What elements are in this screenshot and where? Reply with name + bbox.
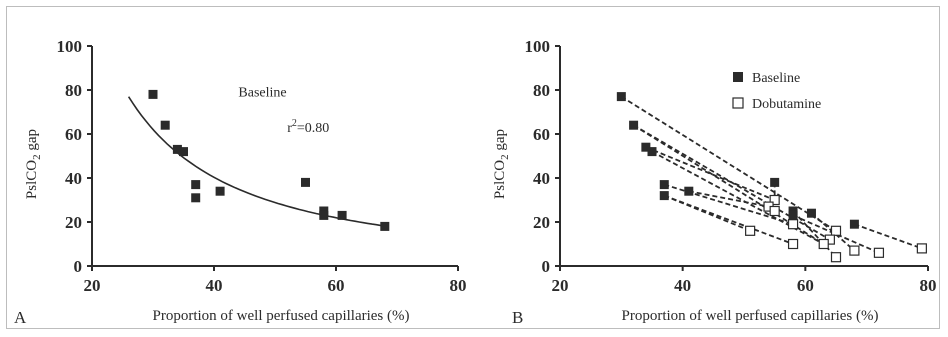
point-marker-baseline: [319, 210, 329, 220]
r-squared-superscript: 2: [292, 118, 297, 129]
panel-letter: B: [512, 308, 523, 327]
x-tick-label: 80: [920, 276, 937, 295]
x-tick-label: 20: [84, 276, 101, 295]
point-marker-dobutamine: [818, 238, 829, 250]
annotation-label: Baseline: [238, 86, 286, 101]
x-tick-label: 40: [206, 276, 223, 295]
point-marker-baseline: [172, 144, 182, 154]
point-marker-baseline: [849, 219, 859, 229]
y-tick-label: 80: [533, 81, 550, 100]
fit-curve: [127, 96, 385, 227]
y-tick-label: 80: [65, 81, 82, 100]
point-marker-baseline: [659, 180, 669, 190]
y-tick-label: 40: [533, 169, 550, 188]
point-marker-dobutamine: [830, 252, 842, 263]
point-marker-baseline: [301, 177, 310, 187]
x-axis-label: Proportion of well perfused capillaries …: [622, 308, 879, 324]
x-tick-label: 80: [450, 276, 467, 295]
pair-connector-line: [854, 223, 923, 250]
y-tick-label: 60: [533, 125, 550, 144]
panel-letter: A: [14, 308, 27, 327]
y-tick-label: 0: [74, 257, 83, 276]
point-marker-dobutamine: [916, 243, 927, 254]
pair-connector-line: [645, 146, 776, 201]
y-tick-label: 20: [533, 213, 550, 232]
point-marker-dobutamine: [787, 238, 799, 250]
point-marker-dobutamine: [769, 194, 780, 206]
point-marker-baseline: [806, 208, 816, 218]
point-marker-baseline: [191, 180, 201, 190]
x-tick-label: 60: [797, 276, 814, 295]
x-tick-label: 60: [328, 276, 345, 295]
y-tick-label: 60: [65, 125, 82, 144]
pair-connector-line: [651, 150, 825, 245]
point-marker-baseline: [160, 120, 170, 130]
y-tick-label: 100: [57, 37, 83, 56]
y-axis-label-subscript: 2: [499, 154, 511, 160]
point-marker-baseline: [770, 177, 780, 187]
point-marker-dobutamine: [849, 245, 860, 256]
point-marker-baseline: [684, 186, 694, 196]
legend-marker: [732, 97, 744, 109]
point-marker-dobutamine: [830, 225, 842, 236]
pair-connector-line: [663, 194, 794, 245]
pair-connector-line: [620, 95, 837, 232]
point-marker-dobutamine: [745, 225, 756, 236]
x-axis-label: Proportion of well perfused capillaries …: [153, 308, 410, 324]
pair-connector-line: [792, 210, 837, 258]
point-marker-dobutamine: [787, 219, 799, 230]
pair-connector-line: [664, 183, 794, 226]
point-marker-baseline: [616, 92, 626, 102]
y-axis-label-main: PslCO: [492, 160, 508, 199]
legend-label: Baseline: [752, 71, 800, 86]
point-marker-baseline: [647, 147, 657, 157]
y-axis-label-main: PslCO: [24, 160, 40, 199]
point-marker-baseline: [179, 147, 188, 157]
figure-frame: [6, 6, 940, 329]
point-marker-dobutamine: [769, 205, 780, 217]
point-marker-baseline: [659, 191, 669, 201]
point-marker-baseline: [629, 120, 639, 130]
y-tick-label: 100: [525, 37, 551, 56]
point-marker-baseline: [337, 210, 347, 220]
y-tick-label: 0: [542, 257, 551, 276]
point-marker-baseline: [215, 186, 225, 196]
legend-marker: [733, 72, 743, 82]
point-marker-dobutamine: [873, 247, 885, 258]
legend-label: Dobutamine: [752, 97, 821, 112]
point-marker-baseline: [191, 193, 201, 203]
y-tick-label: 40: [65, 169, 82, 188]
r-squared-main: r: [287, 121, 292, 136]
point-marker-baseline: [148, 89, 158, 99]
y-axis-label-tail: gap: [24, 129, 40, 154]
r-squared-value: =0.80: [297, 121, 329, 136]
r-squared-label: r2=0.80: [287, 118, 329, 136]
x-tick-label: 20: [552, 276, 569, 295]
y-axis-label: PslCO2 gap: [492, 129, 511, 199]
y-axis-label: PslCO2 gap: [24, 129, 43, 199]
pair-connector-line: [688, 190, 769, 208]
y-axis-label-subscript: 2: [31, 154, 43, 160]
point-marker-baseline: [641, 142, 651, 152]
y-tick-label: 20: [65, 213, 82, 232]
point-marker-baseline: [380, 221, 390, 231]
x-tick-label: 40: [674, 276, 691, 295]
point-marker-baseline: [788, 210, 798, 220]
legend: Baseline Dobutamine: [732, 71, 821, 112]
y-axis-label-tail: gap: [492, 129, 508, 154]
